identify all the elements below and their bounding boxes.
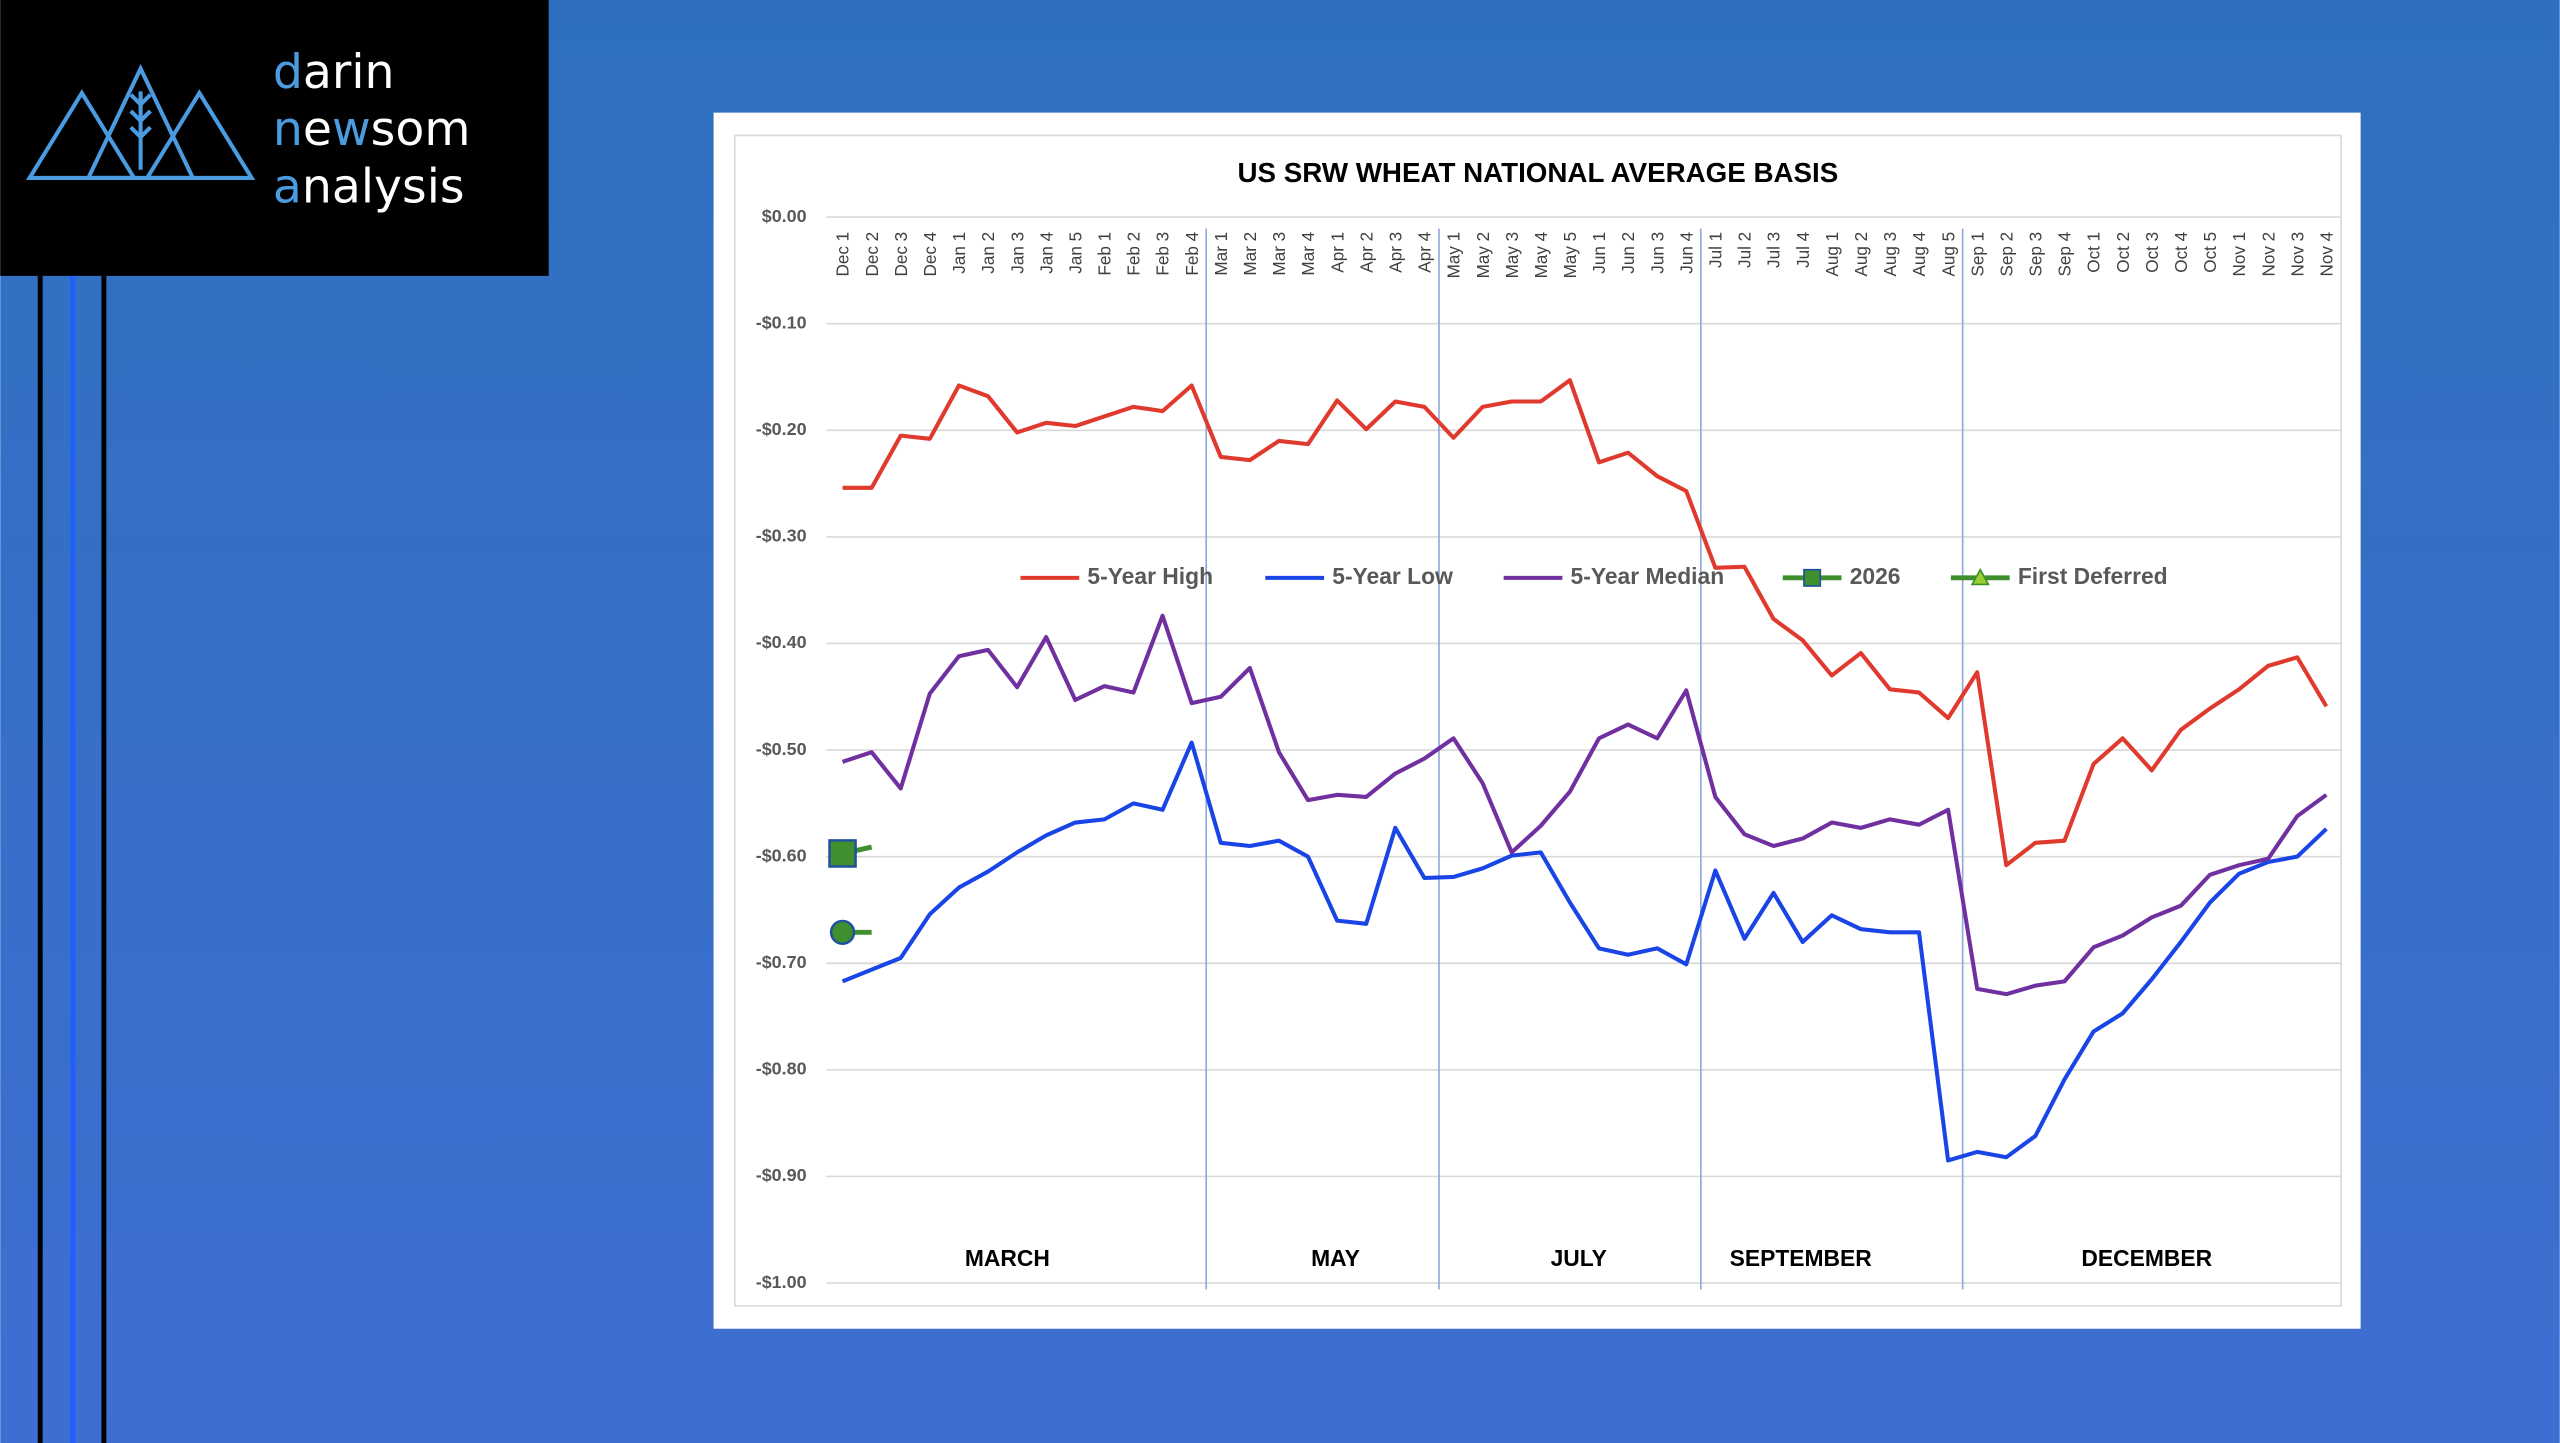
x-tick-label: Dec 3 [891,232,911,277]
x-tick-label: Jan 4 [1036,231,1056,273]
x-tick-label: Jul 1 [1706,232,1726,268]
logo-line: newsom [273,102,471,157]
x-tick-label: Jan 5 [1065,232,1085,274]
x-tick-label: Apr 3 [1385,232,1405,273]
x-tick-label: Apr 1 [1327,232,1347,273]
x-tick-label: Feb 3 [1153,232,1173,276]
x-tick-label: Aug 4 [1909,231,1929,276]
period-label: JULY [1551,1245,1607,1271]
marker [828,839,857,868]
x-tick-label: Jun 1 [1589,232,1609,274]
x-tick-label: Nov 1 [2229,232,2249,277]
x-tick-label: Jan 1 [949,232,969,274]
period-label: DECEMBER [2081,1245,2212,1271]
chart-border [733,134,2342,1307]
x-tick-label: Apr 4 [1415,231,1435,272]
x-tick-label: Mar 3 [1269,232,1289,276]
decor-line [101,275,107,1443]
legend-marker [1803,568,1822,587]
x-tick-label: Oct 1 [2084,232,2104,273]
period-label: MAY [1311,1245,1360,1271]
legend-marker [1970,568,1990,586]
y-tick-label: $0.00 [762,206,807,226]
x-tick-label: May 1 [1444,232,1464,279]
x-tick-label: Jun 4 [1676,231,1696,273]
x-tick-label: Feb 1 [1095,232,1115,276]
chart-title: US SRW WHEAT NATIONAL AVERAGE BASIS [1238,157,1839,188]
x-tick-label: Oct 5 [2200,232,2220,273]
legend-label: 5-Year High [1087,563,1213,589]
x-tick-label: May 4 [1531,231,1551,278]
logo-box [0,0,549,276]
x-tick-label: May 3 [1502,232,1522,279]
y-tick-label: -$0.60 [756,845,807,865]
x-tick-label: Apr 2 [1356,232,1376,273]
marker [829,919,856,945]
x-tick-label: Jul 3 [1764,232,1784,268]
y-tick-label: -$0.80 [756,1059,807,1079]
x-tick-label: Jul 2 [1735,232,1755,268]
x-tick-label: Feb 2 [1124,232,1144,276]
x-tick-label: Dec 4 [920,231,940,276]
x-tick-label: Mar 1 [1211,232,1231,276]
y-tick-label: -$1.00 [756,1272,807,1292]
x-tick-label: Oct 2 [2113,232,2133,273]
x-tick-label: Sep 4 [2055,231,2075,276]
x-tick-label: Nov 3 [2287,232,2307,277]
x-tick-label: Jul 4 [1793,231,1813,268]
x-tick-label: May 2 [1473,232,1493,279]
period-label: MARCH [965,1245,1050,1271]
y-tick-label: -$0.10 [756,312,807,332]
y-tick-label: -$0.20 [756,419,807,439]
logo-mark [25,63,256,180]
x-tick-label: Aug 5 [1938,232,1958,277]
legend-label: 5-Year Low [1332,563,1453,589]
x-tick-label: Jan 3 [1007,232,1027,274]
series-line [841,740,2328,1163]
x-tick-label: Nov 4 [2317,231,2337,276]
x-tick-label: Aug 3 [1880,232,1900,277]
legend-label: 2026 [1850,563,1901,589]
logo-line: darin [273,45,395,100]
decor-line [70,275,76,1443]
series-line [842,378,2329,868]
y-tick-label: -$0.50 [756,739,807,759]
x-tick-label: Mar 2 [1240,232,1260,276]
x-tick-label: Dec 1 [833,232,853,277]
y-tick-label: -$0.30 [756,526,807,546]
x-tick-label: Sep 1 [1967,232,1987,277]
x-tick-label: Dec 2 [862,232,882,277]
legend-label: First Deferred [2018,563,2168,589]
x-tick-label: Nov 2 [2258,232,2278,277]
x-tick-label: Oct 4 [2171,231,2191,272]
x-tick-label: Jun 3 [1647,232,1667,274]
series-line [841,613,2328,997]
x-tick-label: Sep 2 [1996,232,2016,277]
logo-line: analysis [273,159,465,214]
y-tick-label: -$0.70 [756,952,807,972]
legend-label: 5-Year Median [1571,563,1725,589]
x-tick-label: Oct 3 [2142,232,2162,273]
x-tick-label: Aug 2 [1851,232,1871,277]
x-tick-label: Feb 4 [1182,231,1202,275]
decor-line [37,275,43,1443]
chart-panel [713,112,2361,1329]
period-label: SEPTEMBER [1730,1245,1873,1271]
y-tick-label: -$0.90 [756,1165,807,1185]
x-tick-label: Jun 2 [1618,232,1638,274]
x-tick-label: Aug 1 [1822,232,1842,277]
x-tick-label: May 5 [1560,232,1580,279]
x-tick-label: Sep 3 [2026,232,2046,277]
x-tick-label: Jan 2 [978,232,998,274]
y-tick-label: -$0.40 [756,632,807,652]
x-tick-label: Mar 4 [1298,231,1318,275]
